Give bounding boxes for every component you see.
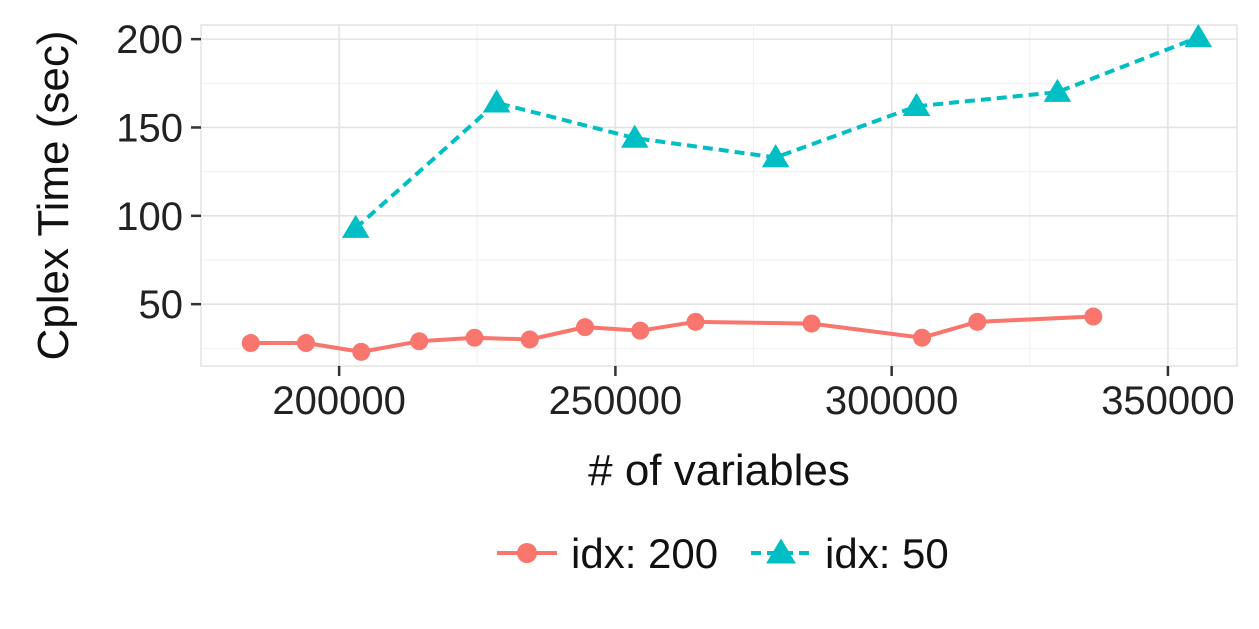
legend-item-0: idx: 200 xyxy=(497,530,718,577)
data-point-circle xyxy=(686,312,705,331)
series-layer xyxy=(241,23,1213,361)
x-tick-label: 300000 xyxy=(825,379,958,423)
y-tick-label: 50 xyxy=(139,283,184,327)
y-tick-label: 100 xyxy=(116,195,183,239)
legend-circle-marker xyxy=(517,543,537,563)
minor-gridlines xyxy=(200,25,1237,366)
legend: idx: 200 idx: 50 xyxy=(497,530,949,577)
y-tick-label: 150 xyxy=(116,106,183,150)
y-axis-title: Cplex Time (sec) xyxy=(29,30,78,360)
x-tick-label: 350000 xyxy=(1101,379,1234,423)
data-point-triangle xyxy=(620,124,649,148)
legend-item-1: idx: 50 xyxy=(751,530,949,577)
data-point-circle xyxy=(913,328,932,347)
data-point-circle xyxy=(410,332,429,351)
series-1 xyxy=(341,23,1213,238)
data-point-triangle xyxy=(1043,78,1072,102)
x-tick-label: 200000 xyxy=(272,379,405,423)
data-point-triangle xyxy=(761,144,790,168)
legend-label-0: idx: 200 xyxy=(571,530,718,577)
legend-label-1: idx: 50 xyxy=(825,530,949,577)
y-axis: 50 100 150 200 xyxy=(116,18,201,327)
major-gridlines xyxy=(201,25,1237,366)
data-point-circle xyxy=(296,334,315,353)
data-point-circle xyxy=(576,318,595,337)
data-point-circle xyxy=(631,321,650,340)
plot-panel-border xyxy=(200,24,1238,367)
data-point-circle xyxy=(520,330,539,349)
data-point-triangle xyxy=(902,92,931,116)
data-point-triangle xyxy=(482,89,511,113)
data-point-triangle xyxy=(1184,23,1213,48)
data-point-circle xyxy=(968,312,987,331)
data-point-circle xyxy=(802,314,821,333)
data-point-triangle xyxy=(341,214,370,238)
series-0 xyxy=(241,307,1103,361)
data-point-circle xyxy=(1084,307,1103,326)
x-axis-title: # of variables xyxy=(588,446,850,495)
legend-triangle-marker xyxy=(766,538,796,564)
x-axis: 200000 250000 300000 350000 xyxy=(272,366,1235,423)
y-tick-label: 200 xyxy=(116,18,183,62)
data-point-circle xyxy=(241,334,260,353)
data-point-circle xyxy=(352,342,371,361)
x-tick-label: 250000 xyxy=(549,379,682,423)
data-point-circle xyxy=(465,328,484,347)
